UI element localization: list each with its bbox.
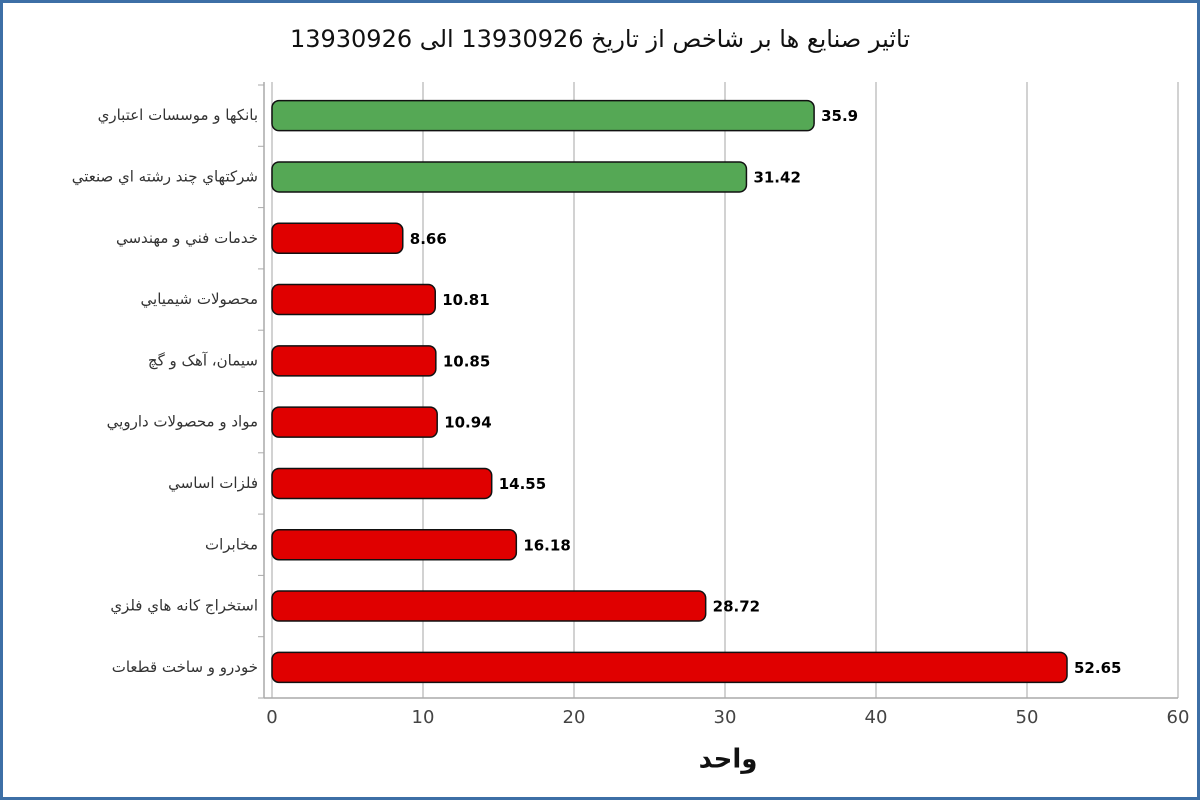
bar bbox=[271, 406, 438, 438]
value-label: 16.18 bbox=[523, 536, 570, 554]
bar bbox=[271, 529, 518, 561]
bar bbox=[271, 99, 815, 132]
x-tick-label: 60 bbox=[1167, 707, 1190, 728]
y-tick-label: شرکتهاي چند رشته اي صنعتي bbox=[72, 167, 258, 186]
y-tick-label: استخراج کانه هاي فلزي bbox=[110, 597, 258, 616]
value-label: 52.65 bbox=[1074, 659, 1121, 677]
y-tick-label: بانکها و موسسات اعتباري bbox=[98, 106, 258, 125]
y-tick-label: مواد و محصولات دارويي bbox=[107, 413, 258, 432]
bar bbox=[271, 222, 404, 254]
chart-title: تاثیر صنایع ها بر شاخص از تاریخ 13930926… bbox=[290, 25, 910, 53]
bar bbox=[271, 345, 437, 377]
x-tick-label: 0 bbox=[266, 707, 277, 728]
x-tick-label: 40 bbox=[865, 707, 888, 728]
value-label: 10.81 bbox=[442, 291, 489, 309]
y-tick-label: سيمان، آهک و گچ bbox=[148, 351, 258, 369]
x-tick-label: 50 bbox=[1016, 707, 1039, 728]
bar bbox=[271, 283, 436, 316]
y-tick-label: محصولات شيميايي bbox=[141, 290, 258, 309]
x-tick-label: 20 bbox=[563, 707, 586, 728]
bar bbox=[271, 651, 1068, 684]
bar bbox=[271, 161, 748, 193]
value-label: 10.85 bbox=[443, 352, 490, 370]
x-tick-label: 10 bbox=[412, 707, 435, 728]
value-label: 10.94 bbox=[444, 414, 491, 432]
y-tick-label: مخابرات bbox=[205, 535, 258, 553]
value-label: 28.72 bbox=[713, 598, 760, 616]
x-tick-label: 30 bbox=[714, 707, 737, 728]
bar bbox=[271, 467, 493, 500]
value-label: 35.9 bbox=[821, 107, 858, 125]
y-tick-label: خدمات فني و مهندسي bbox=[116, 229, 258, 248]
y-tick-label: خودرو و ساخت قطعات bbox=[112, 658, 258, 676]
value-label: 8.66 bbox=[410, 230, 447, 248]
value-label: 31.42 bbox=[753, 168, 800, 186]
value-label: 14.55 bbox=[499, 475, 546, 493]
bar bbox=[271, 590, 707, 622]
x-axis-label: واحد bbox=[699, 745, 758, 775]
y-tick-label: فلزات اساسي bbox=[168, 474, 258, 493]
